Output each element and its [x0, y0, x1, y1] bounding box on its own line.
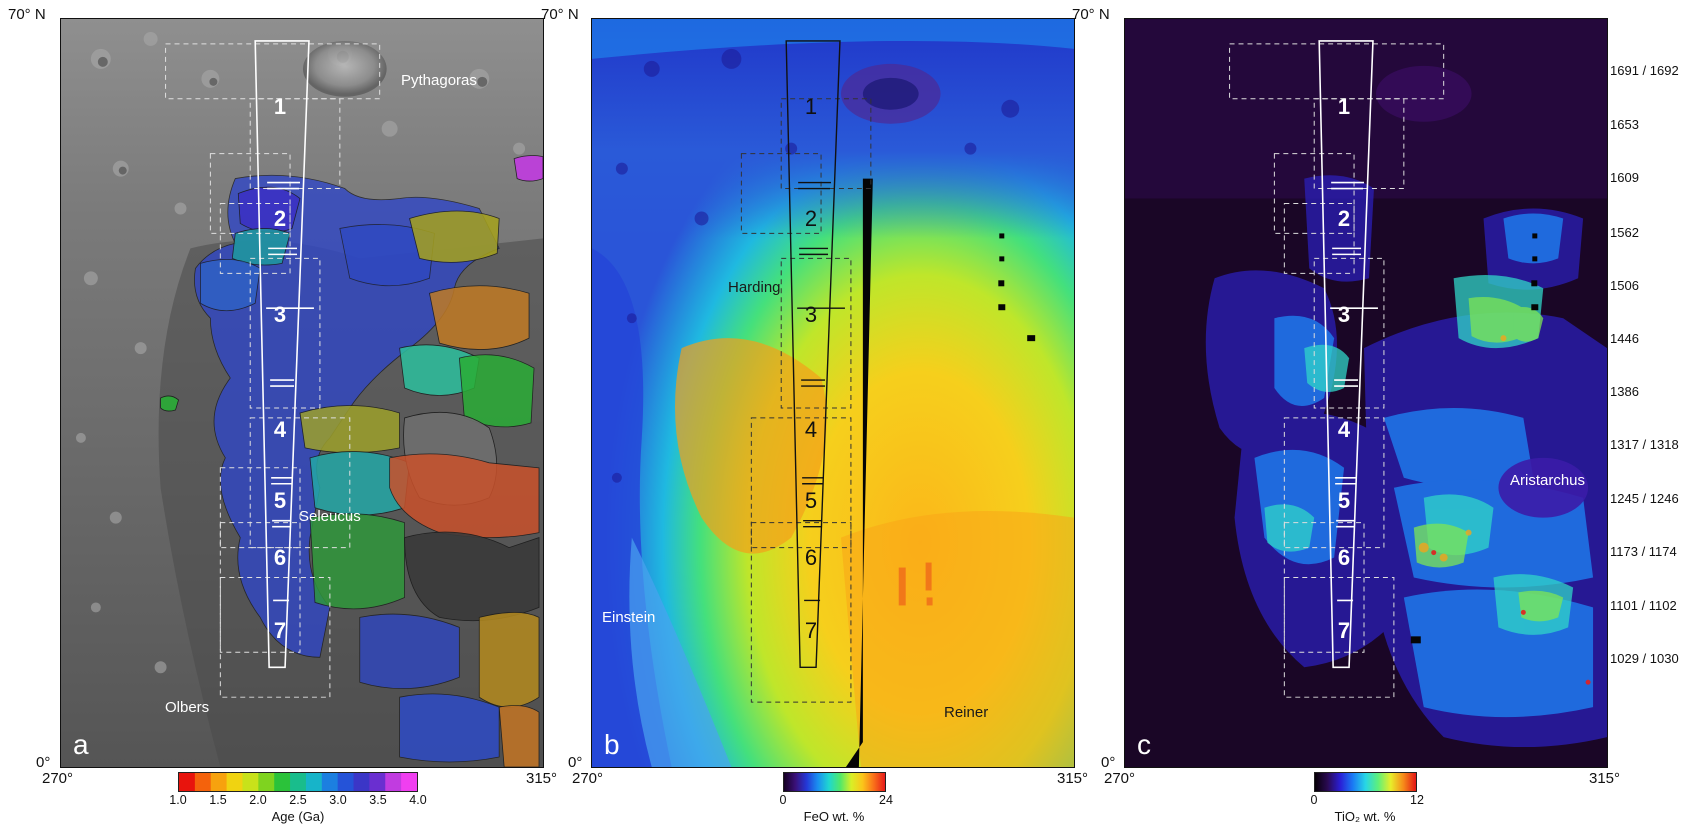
- orbit-label: 1609: [1610, 170, 1639, 185]
- age-tick: 2.0: [249, 793, 267, 807]
- age-tick: 1.5: [209, 793, 227, 807]
- segment-label-6: 6: [804, 545, 818, 570]
- place-label-seleucus: Seleucus: [299, 508, 361, 525]
- orbit-label: 1653: [1610, 117, 1639, 132]
- segment-label-4: 4: [1337, 417, 1351, 442]
- age-colorbar-bin: [401, 773, 417, 791]
- age-colorbar-bin: [321, 773, 339, 791]
- age-colorbar-bin: [305, 773, 323, 791]
- age-colorbar-bin: [194, 773, 212, 791]
- orbit-label: 1029 / 1030: [1610, 651, 1679, 666]
- lon-label-right-c: 315°: [1589, 770, 1621, 787]
- age-tick: 3.5: [369, 793, 387, 807]
- orbit-label: 1173 / 1174: [1610, 544, 1677, 559]
- orbit-label: 1245 / 1246: [1610, 491, 1679, 506]
- orbit-label: 1317 / 1318: [1610, 437, 1679, 452]
- segment-label-5: 5: [804, 488, 818, 513]
- lon-label-left-c: 270°: [1104, 770, 1136, 787]
- panel-letter-a: a: [73, 729, 89, 760]
- segment-label-4: 4: [804, 417, 818, 442]
- segment-label-3: 3: [273, 302, 287, 327]
- age-tick: 4.0: [409, 793, 427, 807]
- ground-track-overlay-c: [1125, 19, 1607, 767]
- place-label-olbers: Olbers: [165, 699, 210, 716]
- lat-label-bottom-c: 0°: [1101, 754, 1116, 771]
- segment-label-2: 2: [804, 206, 818, 231]
- lat-label-top-a: 70° N: [8, 6, 46, 23]
- segment-label-6: 6: [273, 545, 287, 570]
- age-colorbar-bin: [369, 773, 386, 791]
- lat-label-top-c: 70° N: [1072, 6, 1110, 23]
- panel-letter-c: c: [1137, 729, 1151, 760]
- ground-track-overlay-a: [61, 19, 543, 767]
- panel-letter-b: b: [604, 729, 620, 760]
- tio2-colorbar-scale: [1314, 772, 1417, 792]
- age-tick: 2.5: [289, 793, 307, 807]
- panel-c-tio2-map: 1 2 3 4 5 6 7 Aristarchus c: [1124, 18, 1608, 768]
- age-colorbar-bin: [179, 773, 196, 791]
- segment-label-7: 7: [273, 618, 287, 643]
- segment-label-3: 3: [804, 302, 818, 327]
- age-colorbar-bin: [210, 773, 228, 791]
- segment-label-3: 3: [1337, 302, 1351, 327]
- orbit-label: 1446: [1610, 331, 1639, 346]
- segment-label-5: 5: [1337, 488, 1351, 513]
- segment-label-2: 2: [1337, 206, 1351, 231]
- feo-tick: 24: [879, 793, 893, 807]
- orbit-label: 1101 / 1102: [1610, 598, 1677, 613]
- feo-colorbar-title: FeO wt. %: [803, 809, 865, 824]
- lon-label-left-b: 270°: [572, 770, 604, 787]
- tio2-tick: 0: [1310, 793, 1318, 807]
- panel-b-feo-map: 1 2 3 4 5 6 7 Harding Einstein Reiner b: [591, 18, 1075, 768]
- place-label-pythagoras: Pythagoras: [401, 72, 477, 89]
- orbit-label: 1506: [1610, 278, 1639, 293]
- lat-label-bottom-a: 0°: [36, 754, 51, 771]
- lon-label-left-a: 270°: [42, 770, 74, 787]
- panel-a-age-map: 1 2 3 4 5 6 7 Pythagoras Seleucus Olbers…: [60, 18, 544, 768]
- lat-label-bottom-b: 0°: [568, 754, 583, 771]
- age-colorbar-bin: [385, 773, 402, 791]
- segment-label-7: 7: [804, 618, 818, 643]
- lon-label-right-b: 315°: [1057, 770, 1089, 787]
- tio2-map-image: [1125, 19, 1607, 767]
- ground-track-overlay-b: [592, 19, 1074, 767]
- lon-label-right-a: 315°: [526, 770, 558, 787]
- age-colorbar-bin: [353, 773, 370, 791]
- feo-tick: 0: [779, 793, 787, 807]
- age-colorbar-bin: [274, 773, 291, 791]
- age-colorbar-bin: [226, 773, 243, 791]
- segment-label-6: 6: [1337, 545, 1351, 570]
- age-tick: 1.0: [169, 793, 187, 807]
- lat-label-top-b: 70° N: [541, 6, 579, 23]
- segment-label-1: 1: [1337, 94, 1351, 119]
- age-colorbar-bin: [337, 773, 355, 791]
- orbit-label: 1562: [1610, 225, 1639, 240]
- orbit-label: 1386: [1610, 384, 1639, 399]
- orbit-label: 1691 / 1692: [1610, 63, 1679, 78]
- age-tick: 3.0: [329, 793, 347, 807]
- segment-label-1: 1: [804, 94, 818, 119]
- tio2-tick: 12: [1410, 793, 1424, 807]
- feo-colorbar-scale: [783, 772, 886, 792]
- age-map-image: [61, 19, 543, 767]
- place-label-reiner: Reiner: [944, 704, 989, 721]
- age-colorbar-bin: [290, 773, 307, 791]
- place-label-harding: Harding: [728, 279, 781, 296]
- age-colorbar-scale: [178, 772, 418, 792]
- segment-label-1: 1: [273, 94, 287, 119]
- segment-label-2: 2: [273, 206, 287, 231]
- age-colorbar-title: Age (Ga): [271, 809, 325, 824]
- segment-label-7: 7: [1337, 618, 1351, 643]
- tio2-colorbar-title: TiO₂ wt. %: [1334, 809, 1396, 824]
- segment-label-4: 4: [273, 417, 287, 442]
- age-colorbar-bin: [242, 773, 259, 791]
- place-label-einstein: Einstein: [602, 609, 656, 626]
- age-colorbar-bin: [258, 773, 275, 791]
- feo-map-image: [592, 19, 1074, 767]
- place-label-aristarchus: Aristarchus: [1510, 472, 1586, 489]
- segment-label-5: 5: [273, 488, 287, 513]
